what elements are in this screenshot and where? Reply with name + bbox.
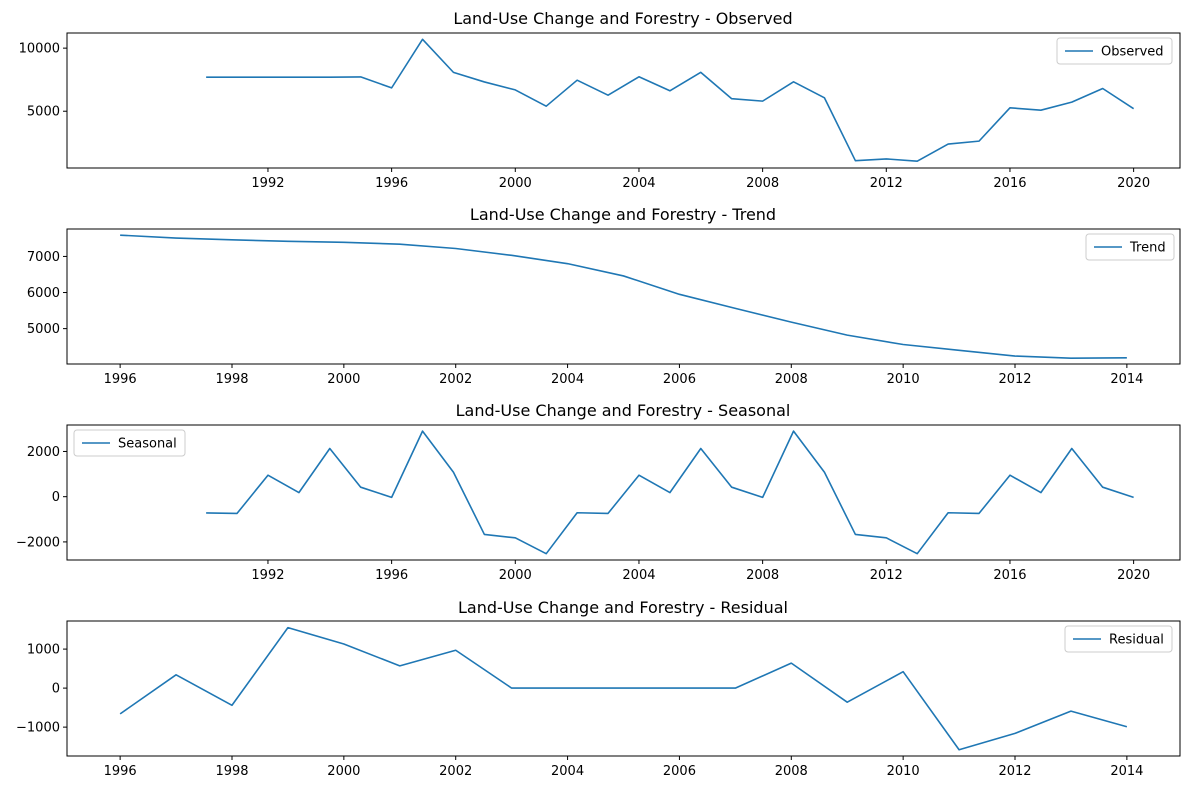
observed-y-tick-label: 10000 (19, 42, 60, 57)
observed-series-line (206, 38, 1135, 162)
residual-panel-title: Land-Use Change and Forestry - Residual (458, 598, 788, 617)
seasonal-x-tick-label: 2008 (746, 568, 779, 583)
trend-panel: Land-Use Change and Forestry - Trend 199… (27, 205, 1181, 387)
trend-y-tick-label: 6000 (27, 286, 60, 301)
residual-x-tick-label: 2014 (1110, 764, 1143, 779)
seasonal-x-tick-label: 2020 (1117, 568, 1150, 583)
seasonal-x-tick-label: 2016 (993, 568, 1026, 583)
seasonal-panel: Land-Use Change and Forestry - Seasonal … (16, 401, 1181, 583)
trend-x-tick-label: 2010 (887, 372, 920, 387)
observed-x-tick-label: 2008 (746, 176, 779, 191)
trend-legend-label: Trend (1129, 241, 1166, 256)
residual-series-line (119, 626, 1128, 751)
trend-x-tick-label: 2014 (1110, 372, 1143, 387)
trend-series-line (120, 234, 1127, 360)
seasonal-x-tick-label: 2000 (499, 568, 532, 583)
seasonal-plot-frame (66, 424, 1181, 561)
seasonal-y-tick-label: −2000 (16, 535, 60, 550)
trend-x-tick-label: 2002 (439, 372, 472, 387)
observed-legend: Observed (1056, 37, 1173, 65)
residual-y-tick-label: 0 (52, 682, 60, 697)
observed-legend-box (1056, 37, 1173, 65)
trend-plot-frame (66, 228, 1181, 365)
residual-x-tick-label: 2002 (439, 764, 472, 779)
observed-x-tick-label: 2020 (1117, 176, 1150, 191)
residual-y-tick-label: 1000 (27, 643, 60, 658)
seasonal-legend-box (73, 429, 186, 457)
observed-panel-title: Land-Use Change and Forestry - Observed (453, 9, 792, 28)
residual-legend-label: Residual (1109, 633, 1164, 648)
observed-x-tick-label: 1992 (251, 176, 284, 191)
residual-x-tick-label: 1998 (215, 764, 248, 779)
trend-x-tick-label: 2006 (663, 372, 696, 387)
residual-legend-box (1064, 625, 1173, 653)
seasonal-y-tick-label: 0 (52, 490, 60, 505)
observed-legend-label: Observed (1101, 45, 1164, 60)
observed-x-tick-label: 1996 (375, 176, 408, 191)
seasonal-y-tick-label: 2000 (27, 445, 60, 460)
seasonal-x-tick-label: 1996 (375, 568, 408, 583)
seasonal-legend-label: Seasonal (118, 437, 177, 452)
trend-legend: Trend (1085, 233, 1175, 261)
residual-x-tick-label: 2008 (775, 764, 808, 779)
residual-x-tick-label: 1996 (104, 764, 137, 779)
trend-legend-box (1085, 233, 1175, 261)
trend-x-tick-label: 2008 (775, 372, 808, 387)
trend-y-tick-label: 5000 (27, 322, 60, 337)
observed-plot-frame (66, 32, 1181, 169)
trend-x-tick-label: 1998 (215, 372, 248, 387)
trend-x-tick-label: 2012 (998, 372, 1031, 387)
seasonal-x-tick-label: 1992 (251, 568, 284, 583)
observed-x-tick-label: 2004 (622, 176, 655, 191)
seasonal-legend: Seasonal (73, 429, 186, 457)
observed-panel: Land-Use Change and Forestry - Observed … (19, 9, 1181, 191)
residual-x-tick-label: 2006 (663, 764, 696, 779)
trend-x-tick-label: 2004 (551, 372, 584, 387)
residual-x-tick-label: 2010 (887, 764, 920, 779)
residual-x-tick-label: 2000 (327, 764, 360, 779)
trend-panel-title: Land-Use Change and Forestry - Trend (470, 205, 776, 224)
residual-x-tick-label: 2004 (551, 764, 584, 779)
seasonal-x-tick-label: 2012 (870, 568, 903, 583)
seasonal-series-line (206, 430, 1134, 555)
observed-x-tick-label: 2000 (499, 176, 532, 191)
seasonal-x-tick-label: 2004 (622, 568, 655, 583)
residual-y-tick-label: −1000 (16, 721, 60, 736)
trend-x-tick-label: 2000 (327, 372, 360, 387)
observed-y-tick-label: 5000 (27, 105, 60, 120)
residual-legend: Residual (1064, 625, 1173, 653)
observed-x-tick-label: 2012 (870, 176, 903, 191)
trend-x-tick-label: 1996 (104, 372, 137, 387)
observed-x-tick-label: 2016 (993, 176, 1026, 191)
residual-x-tick-label: 2012 (998, 764, 1031, 779)
trend-y-tick-label: 7000 (27, 250, 60, 265)
seasonal-panel-title: Land-Use Change and Forestry - Seasonal (456, 401, 791, 420)
residual-panel: Land-Use Change and Forestry - Residual … (16, 598, 1181, 779)
